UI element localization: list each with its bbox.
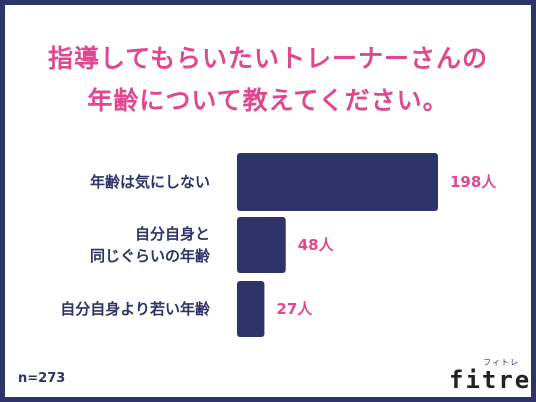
value-label-3: 27人 [276,300,313,318]
title-line-1: 指導してもらいたいトレーナーさんの [47,44,488,73]
category-label-3-1: 自分自身より若い年齢 [60,300,211,318]
category-label-1-1: 年齢は気にしない [90,173,210,191]
category-label-2-2: 同じぐらいの年齢 [90,247,211,265]
logo-word: fitre [449,366,532,394]
fitre-logo: フィトレ fitre [449,357,529,393]
sample-size-note: n=273 [18,371,66,386]
value-label-2: 48人 [298,236,335,254]
logo-kana: フィトレ [483,358,519,367]
bar-1 [237,153,438,211]
value-label-1: 198人 [450,173,497,191]
category-label-2-1: 自分自身と [135,225,210,243]
title-line-2: 年齢について教えてください。 [87,86,449,115]
bar-3 [237,281,265,337]
bar-2 [237,217,286,273]
chart-title: 指導してもらいたいトレーナーさんの 年齢について教えてください。 [0,38,536,122]
